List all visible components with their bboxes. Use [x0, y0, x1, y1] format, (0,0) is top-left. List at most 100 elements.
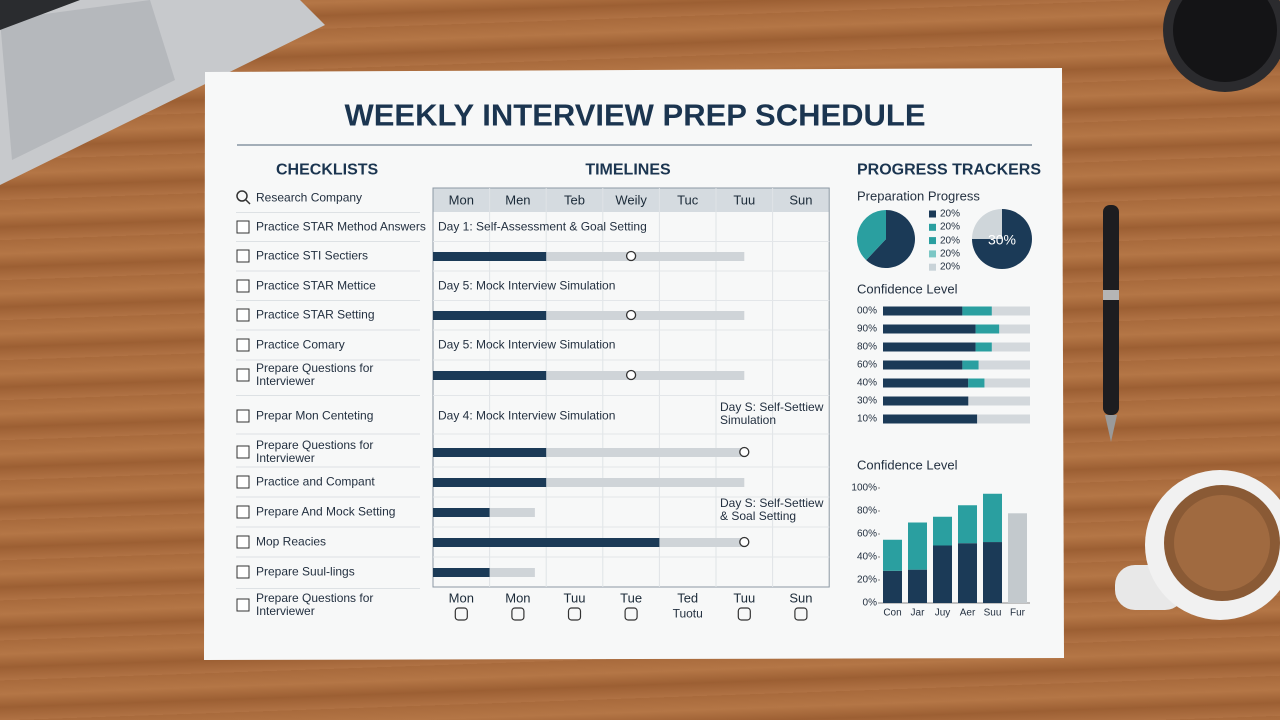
footer-icon: [624, 607, 638, 621]
stacked-bar: [958, 543, 977, 603]
day-header: Weily: [615, 192, 647, 208]
checklist-item: Research Company: [256, 190, 363, 205]
done-bar: [433, 538, 660, 547]
footer-day: Ted: [677, 590, 699, 606]
y-tick-label: 80%: [856, 505, 877, 517]
timeline-header: [433, 188, 830, 212]
y-tick-label: 0%: [862, 597, 877, 609]
bar-label: 80%: [856, 341, 877, 353]
done-bar: [433, 448, 547, 457]
done-bar: [433, 311, 547, 320]
legend-swatch: [929, 250, 936, 258]
footer-day: Mon: [448, 590, 474, 606]
bar-segment: [968, 378, 985, 388]
milestone: [625, 250, 637, 262]
planned-bar: [433, 371, 745, 380]
footer-icon: [511, 607, 525, 621]
day-header: Tuc: [677, 192, 699, 208]
checkbox: [236, 565, 250, 579]
legend-swatch: [929, 237, 936, 245]
done-bar: [433, 252, 547, 261]
footer-day: Mon: [505, 590, 531, 606]
section-heading: TIMELINES: [585, 161, 671, 179]
stacked-bar: [883, 539, 902, 571]
bar-label: 40%: [856, 377, 877, 389]
legend-swatch: [929, 223, 936, 231]
bar-label: 60%: [856, 359, 877, 371]
pie-slice: [866, 210, 916, 268]
bar-label: 10%: [856, 413, 877, 425]
done-bar: [433, 508, 490, 517]
planned-bar: [433, 311, 745, 320]
footer-icon: [794, 607, 808, 621]
y-tick-label: 60%: [856, 528, 877, 540]
checklist-item: Practice STAR Method Answers: [256, 219, 426, 234]
checkbox: [236, 475, 250, 489]
milestone: [625, 309, 637, 321]
checkbox: [236, 409, 250, 423]
bar-segment: [883, 396, 969, 406]
checklist-item: Practice STI Sectiers: [256, 248, 369, 263]
checkbox: [236, 505, 250, 519]
bar-segment: [883, 414, 978, 424]
checkbox: [236, 445, 250, 459]
timeline-frame: [432, 187, 830, 588]
section-heading: PROGRESS TRACKERS: [857, 161, 1042, 179]
bar-segment: [883, 324, 976, 334]
task-note: Day S: Self-Settiew & Soal Setting: [720, 496, 824, 523]
bar-label: 90%: [856, 323, 877, 335]
stacked-bar: [958, 505, 977, 544]
title: WEEKLY INTERVIEW PREP SCHEDULE: [344, 97, 926, 133]
checklist-item: Practice STAR Mettice: [256, 278, 376, 293]
x-tick-label: Jar: [910, 607, 925, 619]
pie-slice: [972, 209, 1002, 239]
search-icon: [245, 199, 251, 205]
checklist-item: Prepare Suul-lings: [256, 564, 355, 579]
stacked-bar: [933, 545, 952, 603]
y-tick-label: 40%: [856, 551, 877, 563]
checkbox: [236, 308, 250, 322]
day-header: Tuu: [733, 192, 756, 208]
pie-slice: [856, 210, 886, 261]
footer-icon: [454, 607, 468, 621]
done-bar: [433, 478, 547, 487]
bar-segment: [883, 342, 976, 352]
paper: [204, 68, 1064, 660]
legend-swatch: [929, 210, 936, 218]
planned-bar: [433, 448, 745, 457]
section-heading: CHECKLISTS: [276, 161, 379, 179]
planned-bar: [433, 252, 745, 261]
footer-day: Sun: [789, 590, 813, 606]
checklist-item: Prepare Questions for Interviewer: [256, 438, 374, 465]
stacked-bar: [983, 542, 1002, 603]
task-label: Day 5: Mock Interview Simulation: [438, 337, 616, 352]
footer-day: Tuu: [563, 590, 586, 606]
task-label: Day 5: Mock Interview Simulation: [438, 278, 616, 293]
planned-bar: [433, 478, 745, 487]
day-header: Mon: [448, 192, 474, 208]
done-bar: [433, 568, 490, 577]
pen: [1103, 205, 1119, 442]
tracker-title: Confidence Level: [857, 457, 958, 473]
stacked-bar: [1008, 513, 1027, 603]
stacked-bar: [908, 522, 927, 570]
laptop: [0, 0, 325, 185]
footer-icon: [737, 607, 751, 621]
legend-label: 20%: [940, 235, 961, 247]
mug-inside: [1173, 0, 1277, 82]
coffee-cup: [1115, 470, 1280, 620]
bar-segment: [975, 324, 1000, 334]
stacked-bar: [933, 516, 952, 546]
x-tick-label: Con: [883, 607, 902, 619]
task-note: Day S: Self-Settiew Simulation: [720, 400, 824, 427]
bar-segment: [883, 360, 963, 370]
checklist-item: Prepare Questions for Interviewer: [256, 591, 374, 618]
footer-day: Tuu: [733, 590, 756, 606]
checklist-item: Prepare And Mock Setting: [256, 504, 396, 519]
checklist-item: Practice STAR Setting: [256, 307, 375, 322]
checklist-item: Prepare Questions for Interviewer: [256, 361, 374, 388]
footer-note: Tuotu: [672, 606, 703, 621]
stacked-bar: [983, 493, 1002, 543]
checkbox: [236, 249, 250, 263]
